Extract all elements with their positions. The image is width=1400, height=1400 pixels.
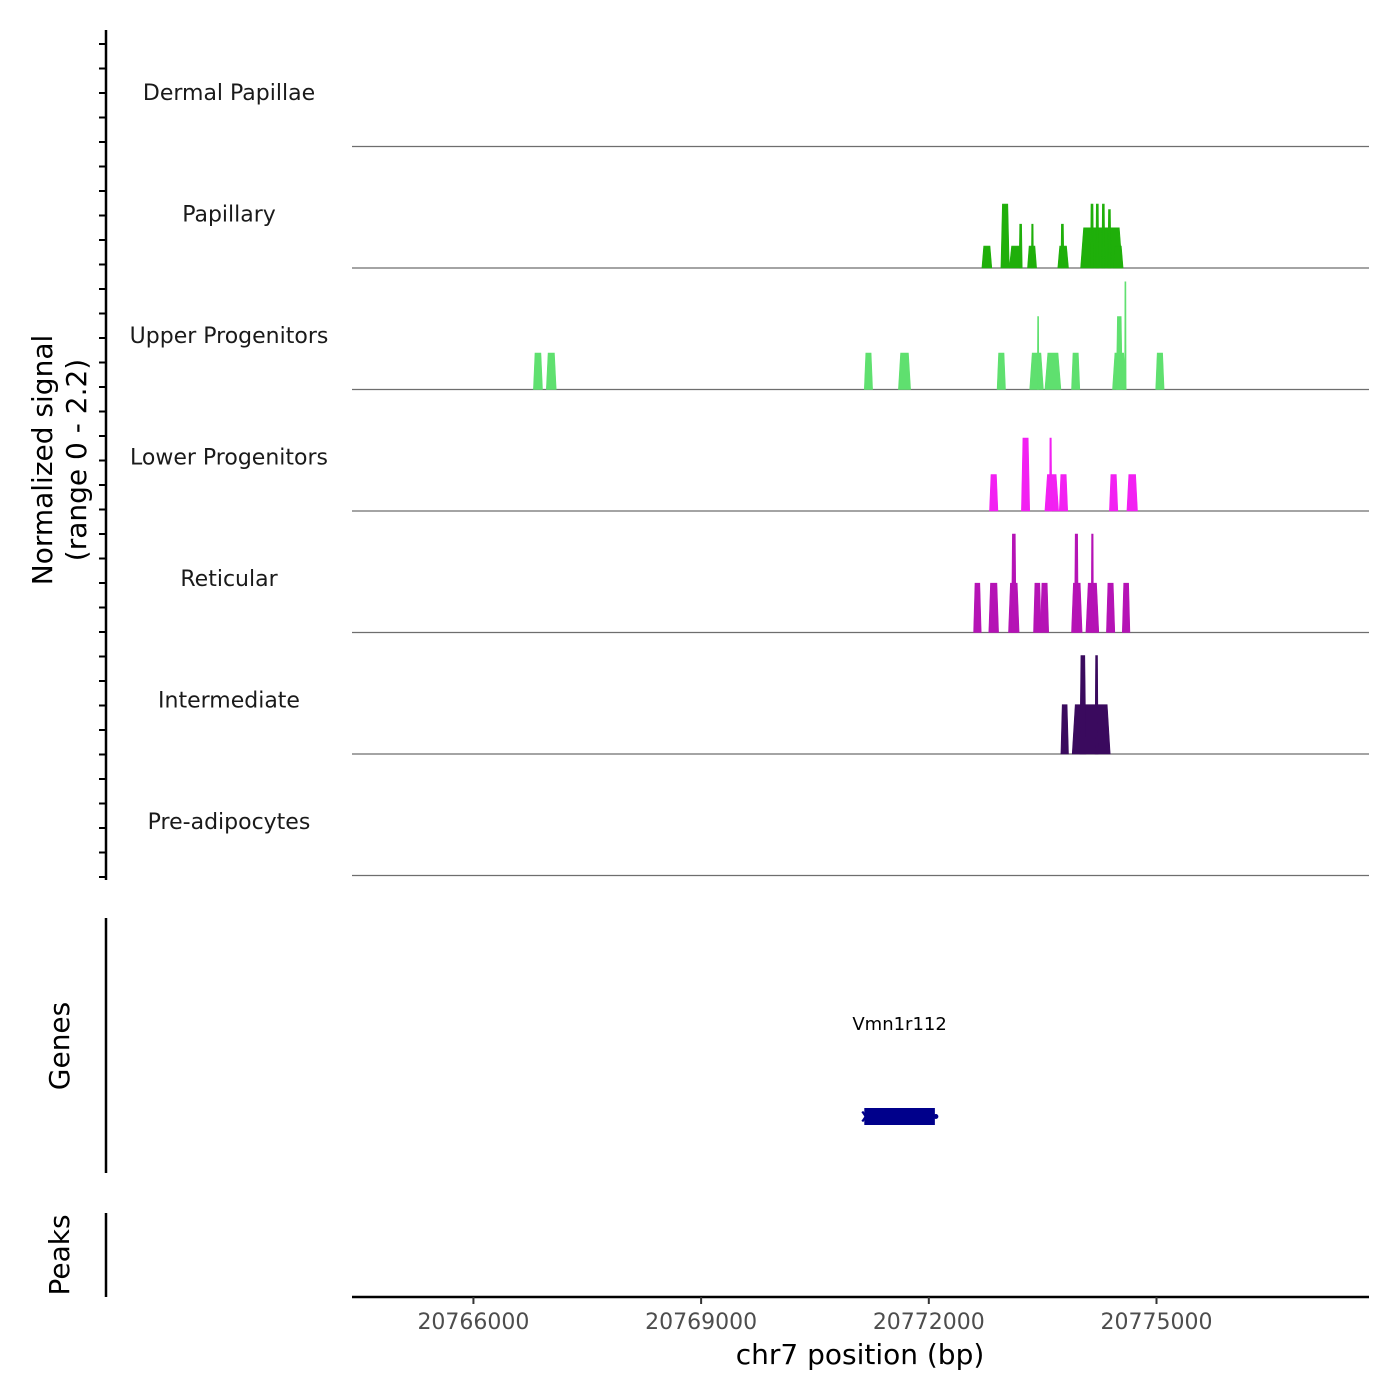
signal-peak (1121, 582, 1131, 633)
genes-panel-title: Genes (43, 1002, 76, 1090)
track-label: Pre-adipocytes (148, 810, 311, 835)
track-reticular: Reticular (180, 533, 1369, 634)
peaks-panel-title: Peaks (43, 1214, 76, 1295)
signal-peak (1112, 245, 1124, 269)
x-axis-ticks: 20766000 20769000 20772000 20775000 (417, 1297, 1212, 1335)
signal-peak (533, 352, 543, 390)
signal-peak (1126, 474, 1138, 512)
signal-peak (1074, 533, 1079, 633)
signal-peak (1106, 582, 1116, 633)
signal-peak (1021, 437, 1031, 512)
gene-body (864, 1108, 935, 1125)
track-label: Intermediate (158, 688, 300, 713)
signal-peak (1049, 437, 1053, 512)
signal-peak (1060, 223, 1065, 269)
signal-peak (1155, 352, 1165, 390)
track-dermal-papillae: Dermal Papillae (143, 81, 1369, 148)
signal-peak (1124, 281, 1127, 390)
signal-peak (1029, 352, 1044, 390)
signal-peak (1107, 209, 1112, 269)
track-intermediate: Intermediate (158, 655, 1369, 755)
signal-peak (1090, 203, 1094, 269)
signal-peak (1071, 352, 1081, 390)
signal-peak (545, 352, 557, 390)
genes-panel: Vmn1r112 (852, 1014, 947, 1125)
track-pre-adipocytes: Pre-adipocytes (148, 810, 1369, 877)
x-tick-label: 20766000 (417, 1310, 529, 1335)
signal-peak (1079, 655, 1087, 755)
gene-vmn1r112: Vmn1r112 (852, 1014, 947, 1125)
signal-peak (996, 352, 1006, 390)
signal-peak (863, 352, 873, 390)
signal-peak (1094, 655, 1099, 755)
gene-label: Vmn1r112 (852, 1014, 946, 1035)
x-tick-label: 20769000 (645, 1310, 757, 1335)
track-label: Dermal Papillae (143, 81, 315, 106)
signal-peak (988, 582, 999, 633)
signal-peak (1033, 582, 1042, 633)
signal-peak (981, 245, 993, 269)
signal-peak (1095, 203, 1100, 269)
gene-strand-marker (861, 1110, 871, 1123)
y-axis-title: Normalized signal (26, 335, 59, 586)
track-papillary: Papillary (182, 202, 1369, 269)
x-axis-title: chr7 position (bp) (736, 1338, 985, 1371)
signal-peak (1011, 533, 1017, 633)
track-upper-progenitors: Upper Progenitors (130, 281, 1369, 391)
signal-peak (1115, 316, 1123, 390)
signal-peak (1030, 223, 1034, 269)
signal-peak (1018, 223, 1023, 269)
signal-peak (1036, 316, 1040, 390)
signal-peak (1000, 203, 1010, 269)
signal-peak (1058, 474, 1069, 512)
signal-peak (1044, 352, 1062, 390)
gene-end-marker (933, 1114, 939, 1119)
signal-peak (1090, 533, 1094, 633)
x-tick-label: 20772000 (873, 1310, 985, 1335)
x-tick-label: 20775000 (1101, 1310, 1213, 1335)
signal-peak (1060, 704, 1069, 755)
track-label: Reticular (180, 567, 278, 592)
track-label: Lower Progenitors (130, 445, 328, 470)
coverage-tracks: Dermal Papillae Papillary Upper Progenitor… (130, 81, 1369, 877)
signal-peak (989, 474, 999, 512)
signal-y-axis-ticks (99, 43, 106, 878)
signal-peak (898, 352, 911, 390)
track-label: Papillary (182, 202, 276, 227)
track-lower-progenitors: Lower Progenitors (130, 437, 1369, 512)
signal-peak (1071, 704, 1111, 755)
signal-peak (1101, 203, 1106, 269)
signal-peak (1109, 474, 1119, 512)
signal-peak (1040, 582, 1050, 633)
y-axis-range: (range 0 - 2.2) (60, 359, 93, 561)
track-label: Upper Progenitors (130, 324, 329, 349)
signal-peak (973, 582, 982, 633)
